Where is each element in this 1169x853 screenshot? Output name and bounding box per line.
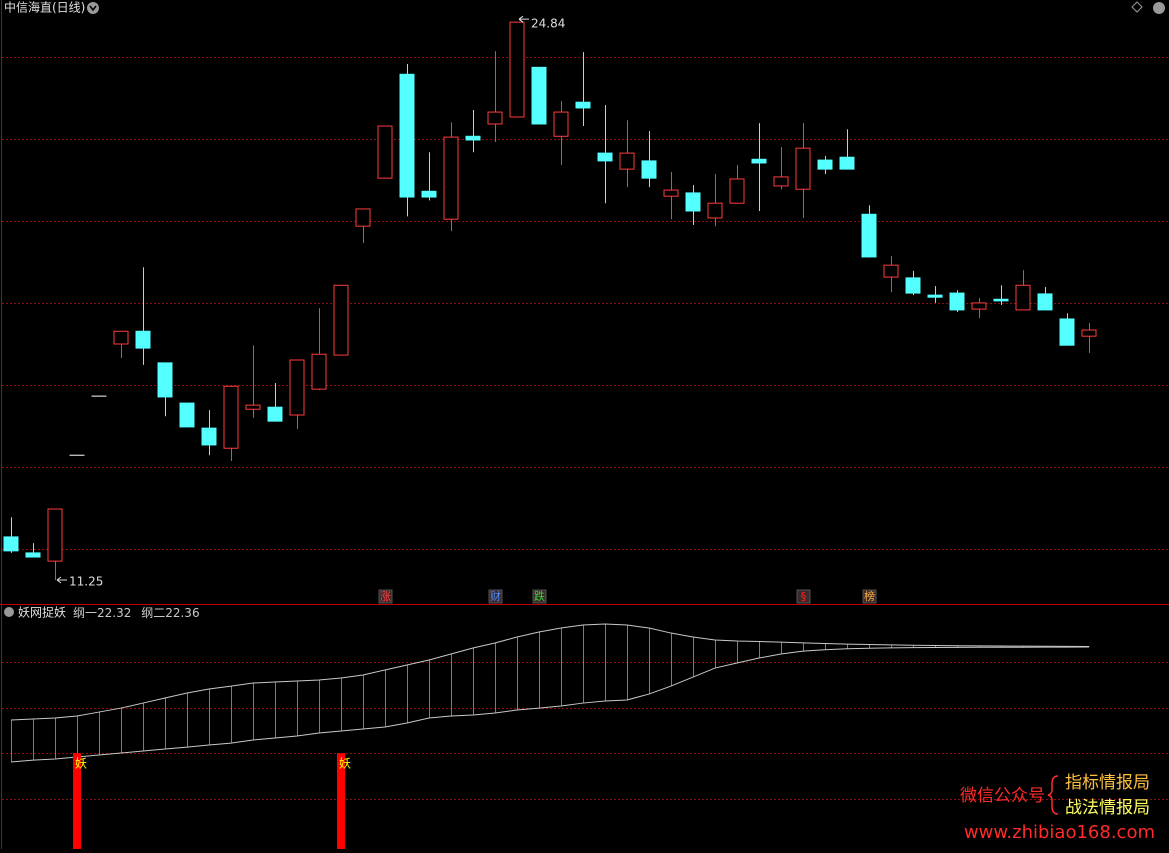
candle-body: [3, 536, 19, 552]
candle-body: [927, 294, 943, 298]
legend-value: 22.36: [165, 606, 199, 620]
watermark-text: 战法情报局: [1065, 798, 1150, 818]
menu-icon[interactable]: [87, 2, 99, 14]
event-marker: [488, 589, 503, 604]
indicator-line: [10, 646, 1090, 763]
candle-body: [443, 136, 459, 220]
candle-body: [575, 101, 591, 109]
candle-body: [223, 385, 239, 449]
brace: [1047, 775, 1059, 815]
watermark-text: 指标情报局: [1065, 773, 1150, 793]
candle-body: [905, 277, 921, 294]
watermark-text: 微信公众号: [960, 786, 1045, 806]
candle-body: [883, 264, 899, 278]
candle-body: [355, 208, 371, 227]
candle-body: [333, 284, 349, 356]
event-marker: [378, 589, 393, 604]
candle-body: [839, 156, 855, 170]
candle-body: [773, 176, 789, 187]
legend: 纲一22.32 纲二22.36: [73, 606, 200, 620]
event-label: 财: [490, 589, 501, 603]
candle-body: [531, 66, 547, 125]
candle-body: [795, 147, 811, 190]
candle-body: [685, 192, 701, 212]
legend-name: 纲一: [73, 606, 97, 620]
candle-body: [377, 125, 393, 179]
event-label: 涨: [380, 590, 391, 603]
max-label: 24.84: [531, 17, 565, 31]
event-marker: [796, 589, 811, 604]
candle-body: [641, 160, 657, 179]
signal-label: 妖: [339, 757, 351, 771]
indicator-line: [10, 623, 1090, 721]
event-marker: [862, 589, 877, 604]
signal-bar: [73, 753, 81, 849]
chart-title: 中信海直(日线): [4, 0, 85, 15]
candle-body: [553, 111, 569, 137]
candle-body: [201, 427, 217, 446]
signal-bar: [337, 753, 345, 849]
candle-body: [25, 552, 41, 558]
candle-body: [729, 178, 745, 204]
candle-body: [399, 73, 415, 198]
candle-body: [1037, 293, 1053, 311]
candle-body: [971, 302, 987, 310]
menu-chevron: [89, 5, 97, 12]
candle-body: [597, 152, 613, 162]
indicator-menu-icon[interactable]: [4, 607, 14, 617]
candle-body: [47, 508, 63, 562]
candle-body: [487, 111, 503, 125]
diamond-icon[interactable]: [1131, 1, 1143, 13]
candle-body: [663, 189, 679, 197]
candle-body: [751, 158, 767, 164]
signal-label: 妖: [75, 757, 87, 771]
candle-body: [157, 362, 173, 398]
candle-body: [245, 404, 261, 410]
close-icon[interactable]: [1153, 2, 1165, 14]
candle-body: [1015, 284, 1031, 311]
candle-body: [817, 159, 833, 170]
candle-body: [619, 152, 635, 170]
candle-body: [861, 213, 877, 258]
candle-body: [179, 402, 195, 428]
indicator-title: 妖网捉妖: [18, 605, 66, 620]
annotation-arrow: [56, 576, 67, 584]
candle-body: [509, 21, 525, 118]
min-label: 11.25: [69, 575, 103, 589]
candle-body: [311, 353, 327, 390]
candle-body: [113, 330, 129, 345]
watermark-url: www.zhibiao168.com: [964, 822, 1155, 843]
event-label: 跌: [534, 589, 545, 603]
candle-body: [267, 406, 283, 422]
candle-body: [289, 359, 305, 416]
watermark: 微信公众号 指标情报局 战法情报局 www.zhibiao168.com: [960, 773, 1155, 843]
event-marker: [532, 589, 547, 604]
candle-body: [949, 292, 965, 311]
annotation-arrow: [518, 15, 529, 23]
candle-body: [421, 190, 437, 198]
candle-body: [993, 298, 1009, 302]
event-label: 榜: [864, 589, 875, 603]
legend-value: 22.32: [97, 606, 131, 620]
candle-body: [1081, 329, 1097, 337]
candle-body: [135, 330, 151, 349]
candle-body: [1059, 318, 1075, 346]
candle-body: [707, 202, 723, 219]
candle-body: [465, 135, 481, 141]
event-label: §: [801, 590, 807, 603]
legend-name: 纲二: [141, 606, 165, 620]
